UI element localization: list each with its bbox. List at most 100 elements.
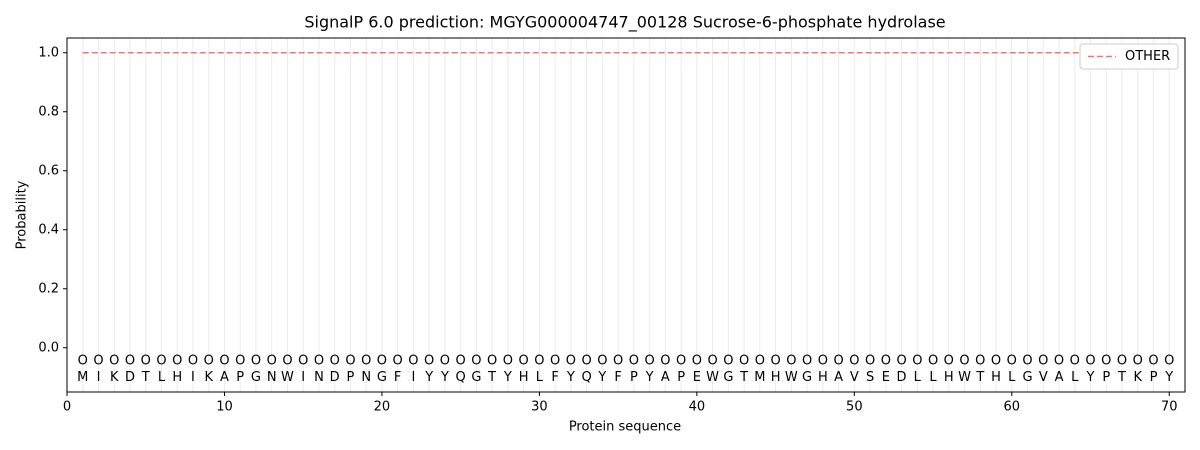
region-label: O <box>550 354 560 369</box>
region-label: O <box>1133 354 1143 369</box>
y-axis-label: Probability <box>15 180 30 249</box>
region-label: O <box>707 354 717 369</box>
residue-label: H <box>991 370 1001 385</box>
region-label: O <box>487 354 497 369</box>
y-tick-label: 0.8 <box>38 104 59 119</box>
region-label: O <box>849 354 859 369</box>
region-label: O <box>1038 354 1048 369</box>
residue-label: K <box>110 370 119 385</box>
region-label: O <box>959 354 969 369</box>
residue-label: Y <box>440 370 449 385</box>
residue-label: P <box>236 370 244 385</box>
y-tick-label: 0.0 <box>38 340 59 355</box>
residue-label: H <box>944 370 954 385</box>
residue-label: I <box>301 370 305 385</box>
residue-label: L <box>1071 370 1079 385</box>
region-label: O <box>440 354 450 369</box>
residue-label: T <box>487 370 496 385</box>
region-label: O <box>723 354 733 369</box>
residue-label: V <box>850 370 859 385</box>
region-label: O <box>566 354 576 369</box>
region-label: O <box>582 354 592 369</box>
region-label: O <box>881 354 891 369</box>
residue-label: Y <box>597 370 606 385</box>
region-label: O <box>676 354 686 369</box>
region-label: O <box>770 354 780 369</box>
region-label: O <box>1070 354 1080 369</box>
legend-label: OTHER <box>1125 49 1170 64</box>
region-label: O <box>1054 354 1064 369</box>
region-label: O <box>975 354 985 369</box>
residue-label: Y <box>1164 370 1173 385</box>
residue-label: L <box>1008 370 1016 385</box>
plot-frame <box>66 37 1186 393</box>
residue-label: L <box>536 370 544 385</box>
region-label: O <box>503 354 513 369</box>
residue-label: Y <box>503 370 512 385</box>
region-label: O <box>282 354 292 369</box>
y-tick-label: 0.6 <box>38 163 59 178</box>
region-label: O <box>109 354 119 369</box>
residue-label: Y <box>645 370 654 385</box>
residue-label: I <box>412 370 416 385</box>
region-label: O <box>991 354 1001 369</box>
region-label: O <box>204 354 214 369</box>
region-label: O <box>314 354 324 369</box>
residue-label: P <box>630 370 638 385</box>
residue-label: E <box>882 370 890 385</box>
residue-label: A <box>834 370 843 385</box>
x-tick-label: 50 <box>846 400 863 415</box>
region-label: O <box>393 354 403 369</box>
residue-label: I <box>97 370 101 385</box>
region-label: O <box>1007 354 1017 369</box>
region-label: O <box>361 354 371 369</box>
residue-label: K <box>204 370 213 385</box>
residue-label: E <box>693 370 701 385</box>
residue-label: A <box>661 370 670 385</box>
region-label: O <box>912 354 922 369</box>
region-label: O <box>188 354 198 369</box>
x-tick-label: 40 <box>689 400 706 415</box>
region-label: O <box>519 354 529 369</box>
residue-label: G <box>471 370 481 385</box>
x-tick-label: 0 <box>63 400 71 415</box>
residue-label: I <box>191 370 195 385</box>
region-label: O <box>1101 354 1111 369</box>
y-tick-label: 0.4 <box>38 222 59 237</box>
residue-label: W <box>281 370 294 385</box>
region-label: O <box>739 354 749 369</box>
residue-label: G <box>377 370 387 385</box>
residue-label: Y <box>424 370 433 385</box>
region-label: O <box>645 354 655 369</box>
region-label: O <box>613 354 623 369</box>
region-label: O <box>251 354 261 369</box>
region-label: O <box>471 354 481 369</box>
region-label: O <box>219 354 229 369</box>
residue-label: H <box>771 370 781 385</box>
residue-label: T <box>1117 370 1126 385</box>
region-label: O <box>267 354 277 369</box>
residue-label: F <box>551 370 558 385</box>
chart-title: SignalP 6.0 prediction: MGYG000004747_00… <box>304 13 945 33</box>
region-label: O <box>424 354 434 369</box>
residue-label: W <box>706 370 719 385</box>
region-label: O <box>802 354 812 369</box>
region-label: O <box>235 354 245 369</box>
region-label: O <box>786 354 796 369</box>
residue-label: P <box>347 370 355 385</box>
region-label: O <box>755 354 765 369</box>
residue-label: P <box>677 370 685 385</box>
residue-label: G <box>723 370 733 385</box>
region-label: O <box>1085 354 1095 369</box>
residue-label: W <box>785 370 798 385</box>
region-label: O <box>172 354 182 369</box>
residue-label: N <box>314 370 324 385</box>
residue-label: P <box>1150 370 1158 385</box>
residue-label: N <box>267 370 277 385</box>
region-label: O <box>896 354 906 369</box>
residue-label: M <box>754 370 765 385</box>
residue-label: D <box>897 370 907 385</box>
residue-label: M <box>77 370 88 385</box>
residue-label: L <box>158 370 166 385</box>
region-label: O <box>345 354 355 369</box>
